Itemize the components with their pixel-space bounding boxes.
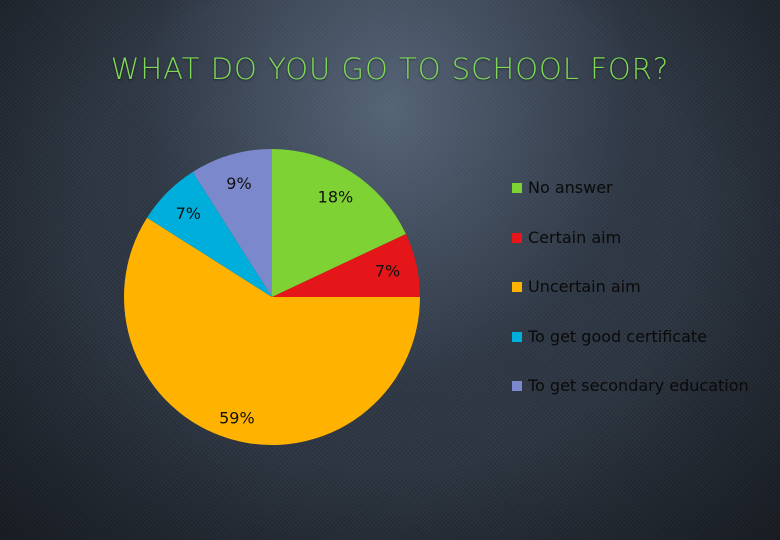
legend-label: To get good certificate [528,326,707,346]
legend-label: Certain aim [528,227,622,247]
pie-data-labels: 18% 7% 59% 7% 9% [176,174,401,428]
legend-swatch [512,232,522,243]
legend-swatch [512,331,522,342]
data-label-certain-aim: 7% [375,262,400,281]
pie-slices [124,149,420,445]
legend-item-to-get-good-certificate: To get good certificate [512,327,752,377]
legend-item-to-get-secondary-education: To get secondary education [512,376,752,426]
legend-label: No answer [528,178,613,197]
pie-slice-to-get-good-certificate [147,172,272,297]
data-label-to-get-good-certificate: 7% [176,204,201,223]
legend-swatch [512,183,522,193]
legend-label: To get secondary education [528,376,749,395]
legend-swatch [512,381,522,391]
legend-label: Uncertain aim [528,277,641,296]
data-label-to-get-secondary-education: 9% [226,174,251,193]
pie-slice-to-get-secondary-education [192,149,272,297]
legend-item-uncertain-aim: Uncertain aim [512,277,752,327]
legend-item-no-answer: No answer [512,178,752,228]
legend-swatch [512,282,522,292]
data-label-uncertain-aim: 59% [219,408,255,427]
chart-title: WHAT DO YOU GO TO SCHOOL FOR? [110,52,670,86]
pie-slice-no-answer [272,149,406,297]
data-label-no-answer: 18% [318,188,354,207]
pie-slice-certain-aim [272,233,420,297]
chart-legend: No answer Certain aim Uncertain aim To get … [512,178,752,426]
legend-item-certain-aim: Certain aim [512,228,752,278]
pie-slice-uncertain-aim [124,217,420,445]
